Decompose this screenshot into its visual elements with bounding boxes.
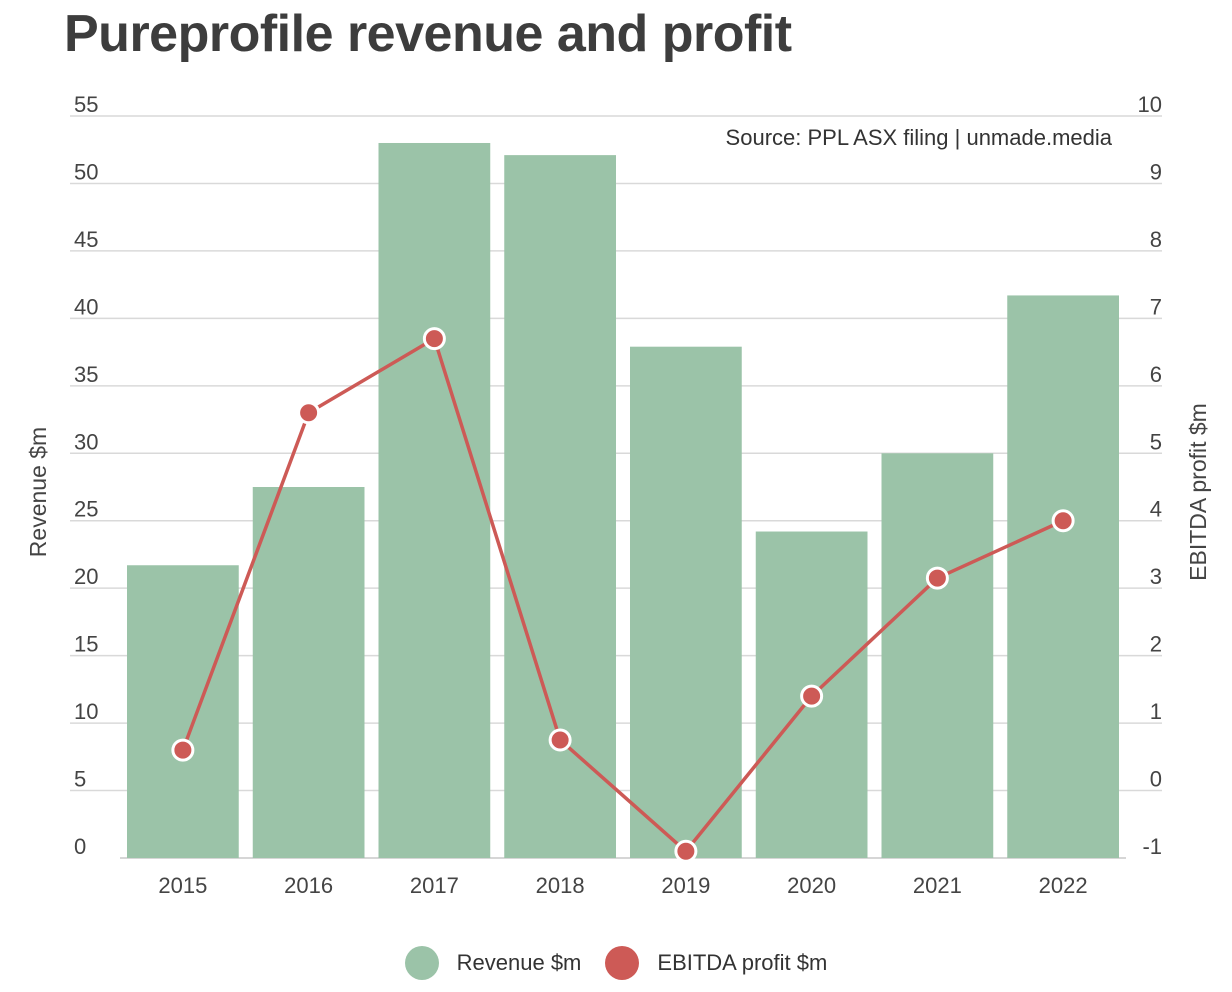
ebitda-point [171, 738, 195, 762]
revenue-bar [127, 565, 239, 858]
legend-swatch-ebitda [605, 946, 640, 980]
legend-label-ebitda: EBITDA profit $m [657, 950, 828, 975]
x-tick-label: 2021 [913, 873, 962, 898]
left-axis-label: Revenue $m [25, 427, 51, 557]
revenue-bar [504, 155, 616, 858]
x-tick-label: 2015 [158, 873, 207, 898]
y-tick-label: 55 [74, 92, 98, 117]
y-tick-label: 45 [74, 227, 98, 252]
ebitda-series-line [181, 336, 1064, 854]
ebitda-point [925, 566, 949, 590]
y2-tick-label: 10 [1138, 92, 1162, 117]
ebitda-point [674, 839, 698, 863]
y2-tick-label: 5 [1150, 429, 1162, 454]
x-tick-label: 2022 [1039, 873, 1088, 898]
x-tick-label: 2019 [661, 873, 710, 898]
legend-label-revenue: Revenue $m [456, 950, 582, 975]
y-tick-label: 20 [74, 564, 98, 589]
x-tick-label: 2018 [536, 873, 585, 898]
y-tick-label: 0 [74, 834, 86, 859]
right-axis-ticks: -1 0 1 2 3 4 5 6 7 8 9 10 [1138, 92, 1162, 859]
right-axis-label: EBITDA profit $m [1185, 403, 1211, 581]
x-axis-ticks: 2015 2016 2017 2018 2019 2020 2021 2022 [158, 873, 1087, 898]
y-tick-label: 15 [74, 632, 98, 657]
ebitda-point [548, 728, 572, 752]
y2-tick-label: 9 [1150, 159, 1162, 184]
legend-item-ebitda: EBITDA profit $m [605, 946, 827, 980]
y-tick-label: 10 [74, 699, 98, 724]
y-tick-label: 40 [74, 294, 98, 319]
ebitda-line [171, 327, 1075, 863]
y2-tick-label: 0 [1150, 767, 1162, 792]
legend-swatch-revenue [404, 946, 439, 980]
y2-tick-label: 4 [1150, 497, 1162, 522]
x-tick-label: 2017 [410, 873, 459, 898]
y-tick-label: 35 [74, 362, 98, 387]
left-axis-ticks: 0 5 10 15 20 25 30 35 40 45 50 55 [74, 92, 98, 859]
chart-title: Pureprofile revenue and profit [64, 5, 792, 63]
ebitda-point [800, 684, 824, 708]
legend: Revenue $m EBITDA profit $m [0, 946, 1232, 980]
y2-tick-label: -1 [1142, 834, 1162, 859]
y2-tick-label: 6 [1150, 362, 1162, 387]
legend-item-revenue: Revenue $m [404, 946, 582, 980]
ebitda-point [1051, 509, 1075, 533]
source-annotation: Source: PPL ASX filing | unmade.media [726, 125, 1113, 150]
ebitda-point [422, 327, 446, 351]
y2-tick-label: 1 [1150, 699, 1162, 724]
x-tick-label: 2020 [787, 873, 836, 898]
revenue-bar [378, 142, 491, 858]
revenue-bar [252, 487, 365, 858]
revenue-bars [127, 142, 1119, 858]
y2-tick-label: 8 [1150, 227, 1162, 252]
y2-tick-label: 2 [1150, 632, 1162, 657]
revenue-bar [1007, 295, 1119, 858]
y-tick-label: 5 [74, 767, 86, 792]
y-tick-label: 30 [74, 429, 98, 454]
revenue-bar [630, 346, 742, 858]
y-tick-label: 50 [74, 159, 98, 184]
y-tick-label: 25 [74, 497, 98, 522]
y2-tick-label: 3 [1150, 564, 1162, 589]
y2-tick-label: 7 [1150, 294, 1162, 319]
ebitda-point [297, 401, 321, 425]
x-tick-label: 2016 [284, 873, 333, 898]
revenue-bar [881, 453, 994, 858]
